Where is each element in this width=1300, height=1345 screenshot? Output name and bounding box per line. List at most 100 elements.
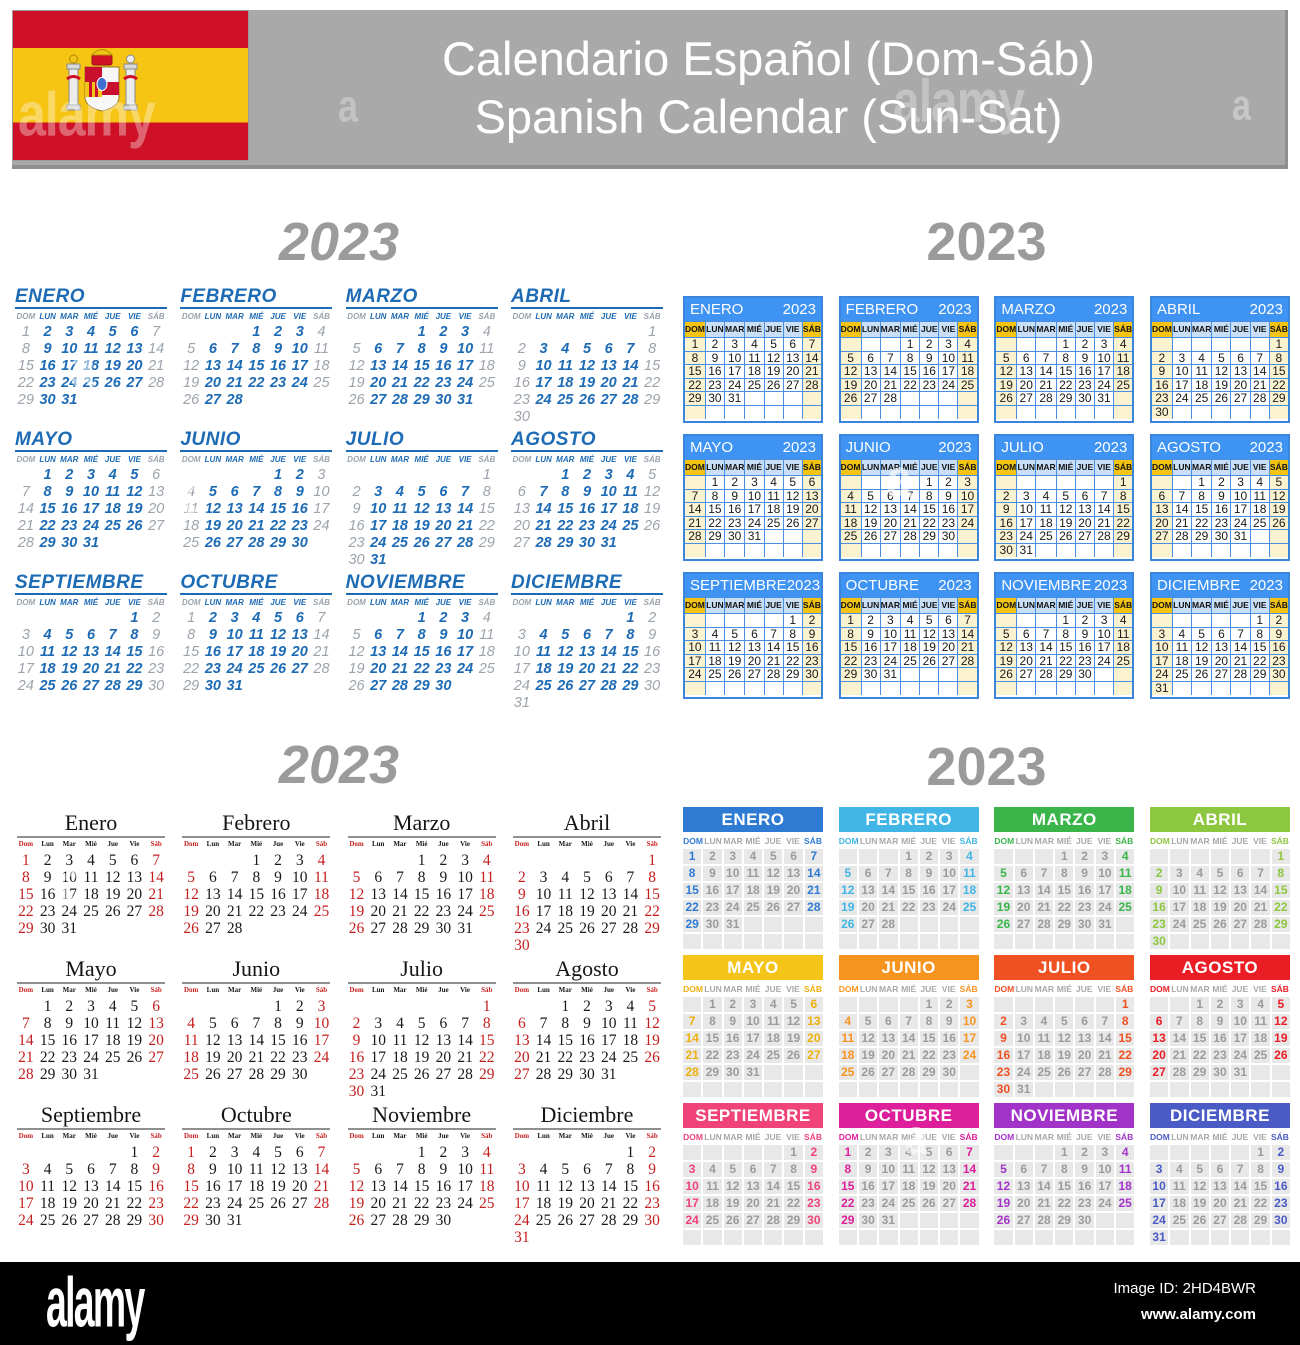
day: 11 [392, 1032, 408, 1049]
day: 6 [439, 1015, 448, 1032]
day: 26 [348, 678, 365, 694]
weekday-label: Mar [558, 840, 572, 848]
day [554, 1144, 576, 1161]
day: 22 [1251, 1196, 1270, 1211]
weekday-label: MAR [225, 455, 244, 464]
month-name: OCTUBRE [180, 572, 333, 595]
weekday-label: JUE [1231, 598, 1250, 613]
day [1210, 1230, 1230, 1245]
day: 20 [370, 375, 387, 391]
weekday-label: JUE [1231, 836, 1249, 846]
day: 6 [858, 866, 878, 881]
weekday-label: DOM [994, 1132, 1015, 1142]
day: 8 [417, 341, 426, 357]
day: 26 [764, 378, 783, 392]
day: 8 [1114, 489, 1133, 503]
day: 16 [269, 358, 287, 374]
day [1075, 1230, 1094, 1245]
day [620, 1229, 642, 1246]
weekday-label: LUN [1172, 598, 1191, 613]
day: 25 [39, 1212, 56, 1229]
weekday-row: DOM LUN MAR MIÉ JUE VIE SÁB [15, 311, 167, 323]
day [1151, 338, 1172, 351]
day: 4 [899, 1145, 918, 1160]
day: 9 [919, 866, 939, 881]
day: 7 [1036, 627, 1056, 641]
weekday-label: DOM [685, 598, 705, 613]
day: 29 [126, 678, 143, 694]
day: 9 [1271, 1162, 1290, 1177]
day: 28 [226, 392, 243, 408]
day: 2 [1075, 1145, 1094, 1160]
day: 16 [435, 644, 452, 660]
day: 21 [685, 516, 705, 530]
day [598, 852, 620, 869]
day: 5 [352, 869, 361, 886]
day: 7 [683, 1014, 702, 1029]
day: 26 [840, 392, 861, 405]
day: 28 [535, 535, 552, 551]
weekday-label: MIÉ [745, 836, 761, 846]
weekday-label: VIE [786, 1132, 800, 1142]
day: 24 [600, 1049, 617, 1066]
day: 29 [1114, 530, 1133, 543]
weekday-label: Mié [85, 840, 97, 848]
day: 15 [126, 1178, 143, 1195]
day: 15 [1251, 1179, 1270, 1194]
day [920, 668, 939, 681]
day-grid: 1 2 3 4 5 6 7 8 9 10 11 12 13 14 15 16 17 18 19 20 21 22 23 24 2… [838, 1145, 979, 1245]
day: 7 [901, 489, 920, 503]
weekday-label: DOM [840, 598, 861, 613]
day: 20 [861, 378, 880, 392]
day: 18 [745, 365, 764, 378]
weekday-label: LUN [704, 836, 722, 846]
day [1149, 849, 1169, 864]
day: 22 [1055, 1196, 1074, 1211]
weekday-label: Vie [625, 986, 636, 994]
weekday-row: Dom Lun Mar Mié Jue Vie Sáb [15, 839, 167, 850]
weekday-label: Vie [294, 840, 305, 848]
day: 1 [273, 467, 283, 483]
weekday-label: JUE [270, 598, 286, 607]
day [940, 1082, 959, 1097]
weekday-label: Mar [228, 1132, 242, 1140]
day: 4 [626, 467, 635, 483]
day: 20 [802, 503, 821, 516]
day: 20 [435, 1049, 452, 1066]
day: 27 [1210, 1213, 1230, 1228]
day: 21 [104, 1195, 121, 1212]
weekday-label: SÁB [959, 836, 978, 846]
day: 28 [391, 678, 408, 694]
day [533, 409, 555, 426]
day [1190, 934, 1209, 949]
weekday-label: MAR [1191, 598, 1212, 613]
day: 26 [1210, 917, 1230, 932]
day: 19 [579, 903, 595, 920]
month-header: MAYO 2023 [685, 436, 821, 459]
day [1250, 405, 1269, 419]
day: 19 [861, 516, 880, 530]
day: 26 [1212, 392, 1231, 405]
day: 17 [960, 1031, 979, 1046]
day: 8 [187, 627, 196, 643]
day-grid: DOM LUN MAR MIÉ JUE VIE SÁB 1 2 3 4 5 6 7 8 9 10 11 12 13 14… [996, 459, 1133, 557]
day: 19 [858, 1048, 878, 1063]
day: 12 [838, 883, 857, 898]
day [1250, 530, 1269, 543]
day: 23 [513, 392, 530, 408]
day: 2 [703, 849, 722, 864]
day: 26 [725, 668, 745, 681]
day: 10 [82, 484, 100, 500]
day: 29 [838, 1213, 857, 1228]
day [1056, 476, 1075, 489]
day: 12 [920, 627, 939, 641]
day: 24 [1094, 378, 1114, 392]
day: 29 [557, 535, 574, 551]
day [901, 476, 920, 489]
day: 22 [644, 903, 660, 920]
day: 6 [1017, 351, 1036, 365]
weekday-row: Dom Lun Mar Mié Jue Vie Sáb [346, 1131, 498, 1142]
day: 21 [1172, 516, 1191, 530]
day-grid: DOM LUN MAR MIÉ JUE VIE SÁB 1 2 3 4 5 6 7 8 9 10 11 12 13 14… [840, 321, 977, 419]
